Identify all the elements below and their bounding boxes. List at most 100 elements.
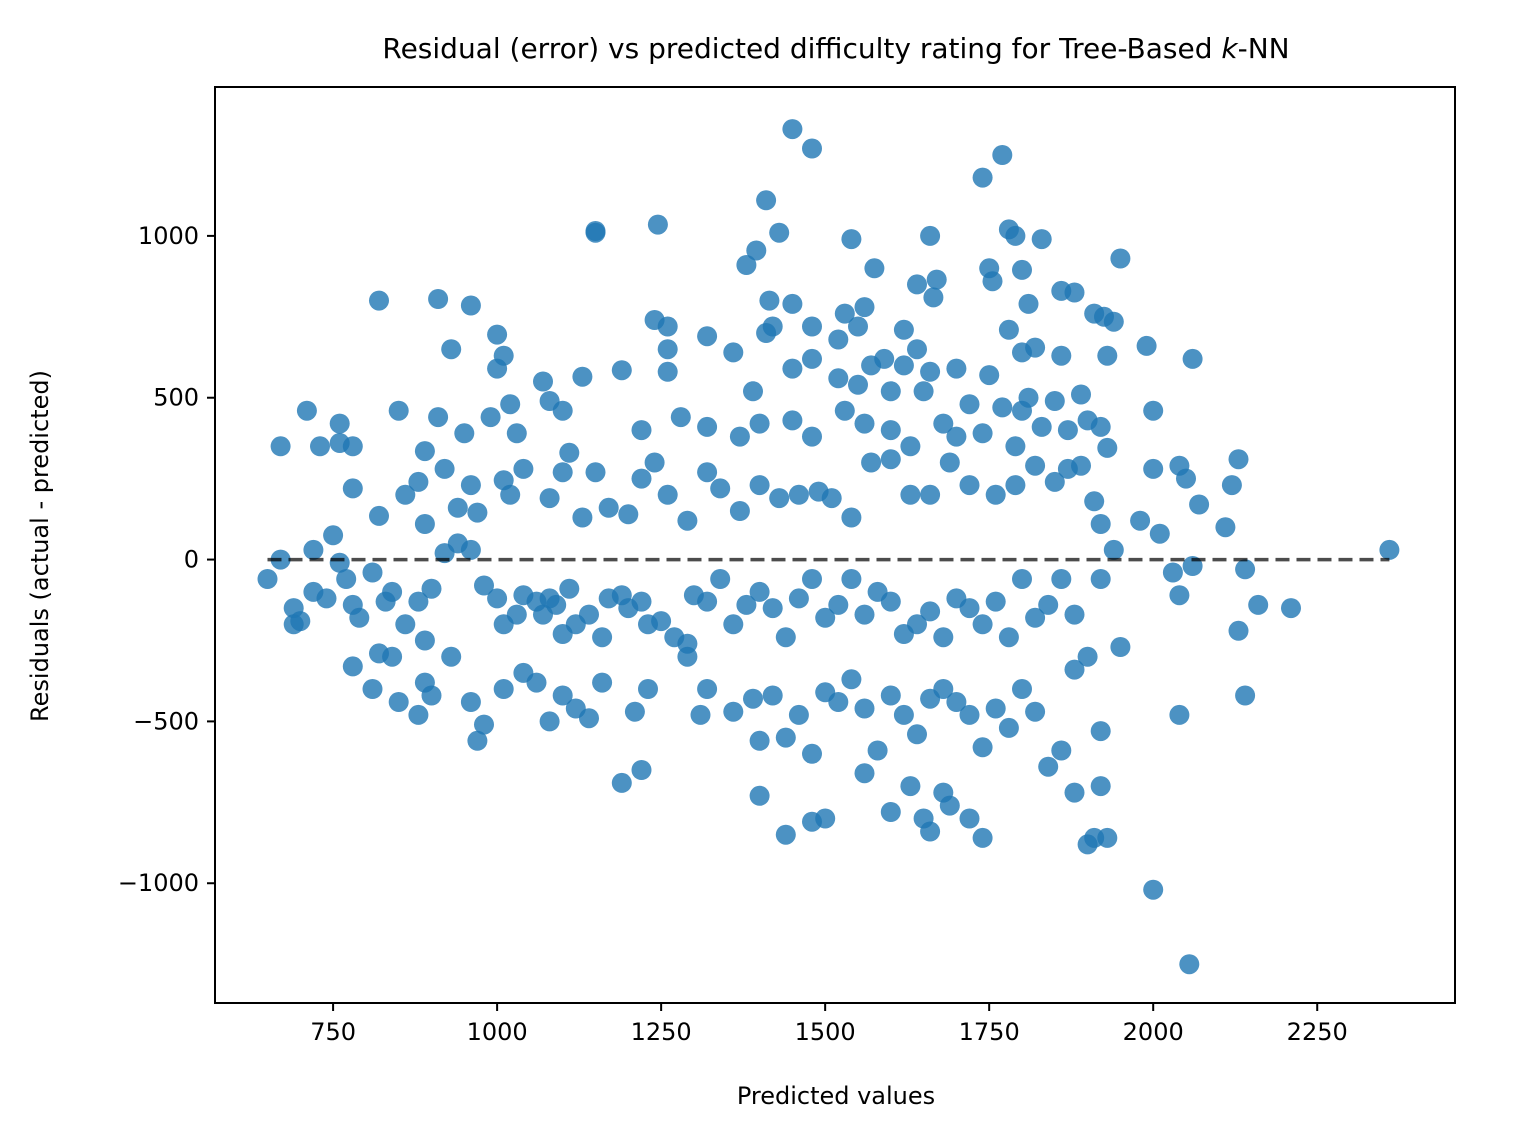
data-point-240: [972, 614, 993, 635]
data-point-327: [972, 827, 993, 848]
data-point-1: [802, 138, 822, 159]
data-point-6: [585, 221, 606, 241]
data-point-184: [349, 607, 370, 628]
data-point-199: [506, 604, 527, 625]
data-point-321: [900, 776, 921, 797]
data-point-182: [336, 569, 357, 589]
data-point-305: [985, 698, 1006, 719]
data-point-32: [834, 303, 855, 324]
data-point-41: [487, 324, 508, 345]
data-point-288: [762, 685, 783, 706]
data-point-277: [592, 672, 613, 693]
data-point-150: [788, 484, 809, 505]
data-point-334: [1235, 685, 1256, 706]
data-point-248: [1090, 569, 1111, 589]
data-point-276: [579, 708, 599, 729]
data-point-55: [611, 360, 632, 381]
data-point-314: [1110, 637, 1131, 657]
data-point-115: [1031, 416, 1052, 437]
data-point-53: [441, 339, 462, 360]
data-point-168: [1130, 510, 1151, 531]
data-point-73: [572, 366, 593, 387]
data-point-189: [395, 614, 416, 635]
data-point-302: [946, 692, 967, 712]
data-point-299: [907, 724, 927, 745]
data-point-145: [697, 462, 718, 483]
data-point-191: [414, 630, 435, 651]
data-point-142: [644, 452, 665, 473]
data-point-269: [474, 714, 494, 735]
data-point-139: [598, 497, 619, 518]
data-point-99: [559, 442, 580, 463]
data-point-24: [982, 271, 1003, 292]
data-point-312: [1077, 646, 1098, 667]
data-point-268: [467, 730, 488, 751]
data-point-80: [913, 381, 934, 402]
data-point-270: [493, 679, 514, 699]
chart-title: Residual (error) vs predicted difficulty…: [382, 32, 1289, 65]
data-point-220: [710, 569, 731, 589]
data-point-328: [1064, 782, 1085, 803]
data-point-128: [434, 458, 455, 479]
data-point-161: [1005, 475, 1026, 496]
data-point-166: [1084, 491, 1105, 512]
data-point-308: [1025, 701, 1046, 722]
data-point-169: [1143, 458, 1164, 479]
data-point-163: [1044, 471, 1065, 492]
data-point-116: [1057, 420, 1078, 441]
data-point-33: [854, 297, 875, 318]
data-point-173: [1189, 494, 1210, 515]
y-tick-label-500: 500: [153, 384, 199, 412]
data-point-213: [631, 591, 652, 612]
data-point-320: [880, 802, 901, 822]
y-tick-label-1000: 1000: [138, 222, 199, 250]
data-point-136: [552, 462, 573, 483]
data-point-97: [506, 423, 527, 444]
data-point-298: [893, 704, 914, 725]
data-point-196: [474, 575, 494, 596]
data-point-261: [382, 646, 403, 667]
data-point-27: [460, 295, 481, 316]
data-point-297: [880, 685, 901, 706]
data-point-37: [657, 316, 678, 337]
data-point-290: [788, 704, 809, 725]
x-tick-label-1250: 1250: [631, 1018, 692, 1046]
data-point-165: [1071, 455, 1091, 476]
data-point-149: [769, 488, 790, 509]
data-point-50: [1097, 345, 1118, 366]
data-point-228: [815, 607, 836, 628]
data-point-9: [920, 225, 941, 246]
data-point-67: [296, 400, 317, 421]
data-point-7: [647, 214, 668, 235]
data-point-93: [428, 407, 449, 428]
x-tick-label-750: 750: [310, 1018, 356, 1046]
data-point-130: [460, 475, 481, 496]
data-point-170: [1149, 523, 1170, 544]
data-point-126: [408, 471, 429, 492]
data-point-335: [1228, 620, 1249, 641]
data-point-204: [546, 594, 567, 615]
data-point-18: [1012, 259, 1032, 280]
data-point-230: [841, 569, 862, 589]
data-point-192: [421, 578, 442, 599]
data-point-62: [946, 358, 967, 379]
data-point-105: [782, 410, 803, 431]
y-axis-label: Residuals (actual - predicted): [26, 370, 54, 722]
x-tick-label-2000: 2000: [1123, 1018, 1184, 1046]
data-point-237: [933, 627, 954, 648]
x-tick-label-1000: 1000: [467, 1018, 528, 1046]
data-point-236: [920, 601, 941, 622]
data-point-289: [775, 727, 796, 748]
y-tick-label-0: 0: [184, 546, 199, 574]
y-tick-label--1000: −1000: [118, 869, 199, 897]
data-point-108: [854, 413, 875, 434]
data-point-157: [920, 484, 941, 505]
data-point-272: [526, 672, 547, 693]
data-point-258: [283, 614, 304, 635]
data-point-61: [920, 361, 941, 382]
data-point-167: [1090, 514, 1111, 534]
data-point-176: [1228, 449, 1249, 470]
data-point-235: [907, 614, 927, 635]
data-point-141: [631, 468, 652, 489]
data-point-49: [907, 339, 927, 360]
